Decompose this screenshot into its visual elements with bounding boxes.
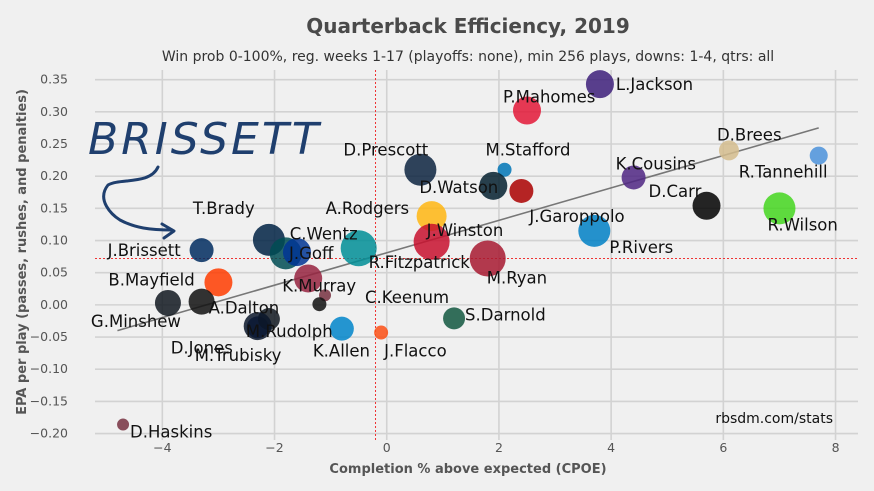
x-tick-label: −2: [265, 440, 283, 455]
x-tick-label: 0: [383, 440, 391, 455]
qb-point-label: J.Flacco: [383, 342, 447, 361]
qb-point: [497, 162, 512, 177]
qb-point-label: M.Ryan: [487, 269, 547, 288]
qb-point: [763, 192, 796, 225]
qb-point: [312, 297, 327, 312]
qb-point: [340, 230, 377, 267]
y-tick-label: 0.00: [40, 297, 68, 312]
y-tick-label: 0.20: [40, 168, 68, 183]
brissett-annotation-text: BRISSETT: [88, 114, 322, 165]
y-axis-label: EPA per play (passes, rushes, and penalt…: [15, 89, 30, 415]
qb-point-label: K.Allen: [313, 342, 370, 361]
qb-point: [117, 418, 130, 431]
axes: −4 −2 0 2 4 6 8 0.35 0.30 0.25 0.20 0.15 0.10 0.05 0.0…: [30, 72, 840, 455]
y-tick-label: −0.20: [30, 426, 68, 441]
qb-point-label: M.Rudolph: [246, 322, 333, 341]
x-tick-label: −4: [153, 440, 171, 455]
qb-point-label: M.Trubisky: [195, 346, 282, 365]
x-tick-label: 6: [719, 440, 727, 455]
qb-point: [585, 70, 614, 99]
qb-point: [204, 268, 233, 297]
qb-point: [282, 238, 311, 267]
qb-point: [578, 214, 611, 247]
qb-point: [154, 289, 181, 316]
x-tick-label: 4: [607, 440, 615, 455]
qb-point-label: L.Jackson: [616, 75, 693, 94]
qb-point-label: A.Dalton: [209, 299, 280, 318]
qb-point-label: J.Winston: [426, 221, 504, 240]
qb-point-label: K.Cousins: [616, 154, 696, 173]
qb-point-label: D.Carr: [649, 182, 702, 201]
qb-point-label: J.Brissett: [107, 241, 182, 260]
x-tick-label: 8: [832, 440, 840, 455]
qb-point: [188, 288, 215, 315]
qb-point-label: D.Brees: [717, 125, 782, 144]
qb-point: [189, 238, 214, 263]
qb-point-label: C.Wentz: [290, 224, 358, 243]
y-tick-label: 0.30: [40, 104, 68, 119]
y-tick-label: −0.15: [30, 393, 68, 408]
chart-title: Quarterback Efficiency, 2019: [306, 14, 630, 38]
y-tick-label: −0.10: [30, 361, 68, 376]
annotation-arrow: [102, 165, 174, 232]
qb-point: [718, 140, 739, 161]
qb-point-label: D.Prescott: [343, 141, 428, 160]
qb-point-label: B.Mayfield: [108, 270, 194, 289]
point-labels: L.Jackson P.Mahomes D.Brees R.Tannehill D.Pr…: [91, 75, 838, 441]
qb-point-label: D.Watson: [419, 178, 498, 197]
y-tick-label: 0.15: [40, 200, 68, 215]
qb-point-label: R.Wilson: [767, 215, 837, 234]
qb-point-label: G.Minshew: [91, 312, 181, 331]
qb-point-label: P.Mahomes: [503, 88, 595, 107]
credit-text: rbsdm.com/stats: [715, 411, 833, 427]
qb-point: [469, 240, 506, 277]
qb-point: [404, 153, 437, 186]
y-tick-label: 0.10: [40, 233, 68, 248]
qb-point: [692, 191, 721, 220]
qb-point: [329, 316, 354, 341]
data-points: [117, 70, 828, 431]
qb-point-label: J.Goff: [288, 244, 334, 263]
qb-point: [243, 312, 272, 341]
annotation-arrowhead: [160, 222, 176, 240]
qb-point-label: P.Rivers: [609, 238, 673, 257]
qb-point: [413, 223, 450, 260]
qb-point: [479, 171, 508, 200]
qb-point-label: R.Tannehill: [739, 163, 828, 182]
qb-point-label: T.Brady: [192, 199, 255, 218]
x-axis-label: Completion % above expected (CPOE): [329, 462, 606, 477]
qb-point: [809, 146, 828, 165]
qb-point-label: A.Rodgers: [326, 199, 410, 218]
y-tick-label: 0.05: [40, 265, 68, 280]
trend-line: [117, 127, 819, 332]
qb-point-label: J.Garoppolo: [528, 207, 624, 226]
qb-point: [512, 96, 541, 125]
qb-point: [509, 178, 534, 203]
y-tick-label: 0.35: [40, 72, 68, 87]
qb-point-label: D.Haskins: [130, 423, 212, 442]
x-tick-label: 2: [495, 440, 503, 455]
qb-point-label: M.Stafford: [486, 141, 571, 160]
qb-point-label: K.Murray: [282, 276, 356, 295]
qb-point: [443, 307, 466, 330]
y-tick-label: 0.25: [40, 136, 68, 151]
qb-point-label: R.Fitzpatrick: [369, 253, 471, 272]
handwritten-annotation: BRISSETT: [88, 114, 322, 240]
qb-point: [416, 201, 447, 232]
qb-point-label: D.Jones: [171, 338, 233, 357]
qb-point-label: S.Darnold: [465, 305, 546, 324]
qb-point-label: C.Keenum: [365, 288, 449, 307]
qb-point: [294, 264, 323, 293]
qb-point: [374, 325, 389, 340]
qb-point: [621, 165, 646, 190]
grid: [95, 70, 858, 440]
y-tick-label: −0.05: [30, 329, 68, 344]
chart-subtitle: Win prob 0-100%, reg. weeks 1-17 (playof…: [162, 49, 774, 65]
